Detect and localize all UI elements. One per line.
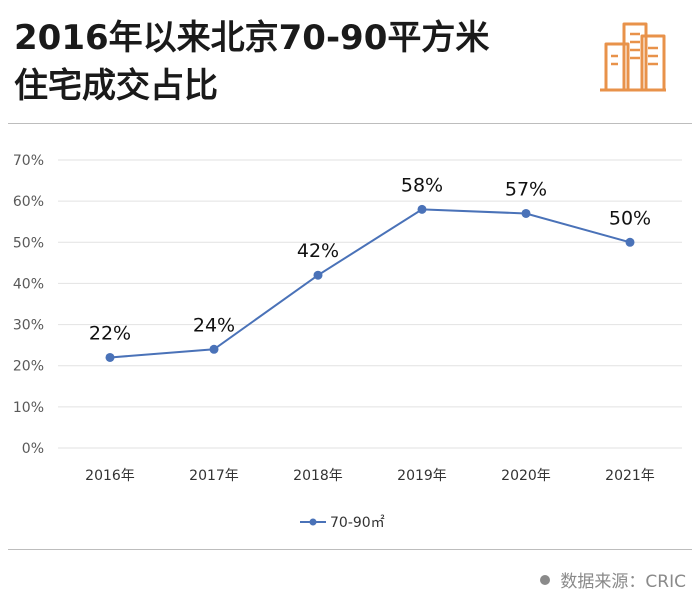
series-line — [109, 208, 631, 359]
data-point — [313, 270, 323, 280]
dot-icon — [540, 574, 551, 585]
x-tick-label: 2018年 — [293, 468, 343, 484]
series-70-90 — [105, 204, 635, 362]
data-label: 22% — [89, 322, 131, 344]
y-tick-label: 70% — [13, 153, 44, 169]
data-label: 58% — [401, 174, 443, 196]
data-labels: 22% 24% 42% 58% 57% 50% — [89, 174, 651, 344]
data-point — [521, 208, 531, 218]
data-point — [105, 352, 115, 362]
y-tick-label: 40% — [13, 276, 44, 292]
data-label: 50% — [609, 207, 651, 229]
header-divider — [8, 123, 692, 124]
x-tick-label: 2016年 — [85, 468, 135, 484]
data-point — [209, 344, 219, 354]
data-label: 24% — [193, 314, 235, 336]
legend-label: 70-90㎡ — [330, 515, 385, 531]
y-tick-label: 0% — [22, 441, 44, 457]
data-point — [625, 237, 635, 247]
x-tick-label: 2020年 — [501, 468, 551, 484]
gridlines — [58, 159, 682, 449]
x-tick-label: 2017年 — [189, 468, 239, 484]
chart-title-line-2: 住宅成交占比 — [14, 66, 218, 106]
data-label: 57% — [505, 178, 547, 200]
legend: 70-90㎡ — [300, 515, 385, 531]
data-label: 42% — [297, 240, 339, 262]
source-text: 数据来源：CRIC — [560, 572, 686, 592]
x-tick-label: 2021年 — [605, 468, 655, 484]
x-tick-label: 2019年 — [397, 468, 447, 484]
y-tick-label: 30% — [13, 318, 44, 334]
chart-title: 2016年以来北京70-90平方米 住宅成交占比 — [14, 14, 574, 110]
source-note: 数据来源：CRIC — [540, 567, 686, 592]
x-axis-tick-labels: 2016年 2017年 2018年 2019年 2020年 2021年 — [85, 468, 655, 484]
data-point — [417, 204, 427, 214]
y-tick-label: 50% — [13, 235, 44, 251]
y-axis-tick-labels: 0% 10% 20% 30% 40% 50% 60% 70% — [13, 153, 44, 457]
buildings-icon — [600, 22, 666, 92]
chart-title-line-1: 2016年以来北京70-90平方米 — [14, 18, 490, 58]
legend-marker — [309, 518, 317, 526]
line-chart: 0%10%20%30%40%50%60%70% 2016年 2017年 2018年 2… — [13, 153, 682, 531]
y-tick-label: 60% — [13, 194, 44, 210]
footer-divider — [8, 549, 692, 550]
y-tick-label: 10% — [13, 400, 44, 416]
y-tick-label: 20% — [13, 359, 44, 375]
